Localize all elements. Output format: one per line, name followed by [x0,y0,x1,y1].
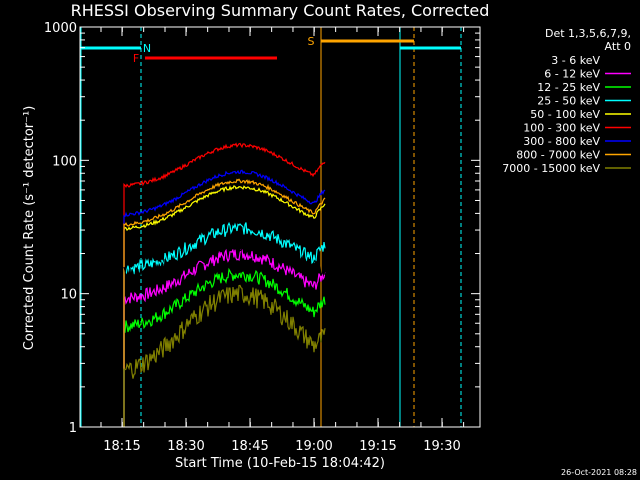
x-tick-label: 19:30 [423,439,460,454]
plot-frame [79,26,481,428]
legend-label: 800 - 7000 keV [516,149,600,162]
plot-area [80,27,462,427]
x-tick-label: 18:30 [167,439,204,454]
y-tick-label: 100 [52,154,77,169]
legend-label: 300 - 800 keV [523,135,600,148]
y-tick-label: 1000 [44,21,77,36]
annotation-group: NF S [133,35,315,65]
series-line [123,178,326,427]
x-tick-label: 18:15 [103,439,140,454]
legend-label: 7000 - 15000 keV [502,162,600,175]
series-line [123,284,326,427]
x-axis-label: Start Time (10-Feb-15 18:04:42) [175,456,385,471]
series-line [123,267,326,427]
series-line [123,169,326,427]
flag-label-f: F [133,52,139,65]
legend-label: 3 - 6 keV [551,54,600,67]
legend-header-detectors: Det 1,3,5,6,7,9, [545,27,631,40]
series-line [123,236,326,283]
legend-header-attenuator: Att 0 [605,40,631,53]
chart-title: RHESSI Observing Summary Count Rates, Co… [71,1,490,20]
legend-label: 6 - 12 keV [544,68,600,81]
axes-group: 1 10 100 1000 18:15 18:30 18:45 19:00 19:15 19:30 [44,21,480,454]
x-tick-label: 18:45 [231,439,268,454]
y-tick-label: 1 [69,421,77,436]
y-tick-label: 10 [60,288,77,303]
x-tick-label: 19:15 [359,439,396,454]
series-line [123,142,326,427]
legend-label: 25 - 50 keV [537,95,600,108]
series-line [123,221,326,427]
series-line [123,248,326,427]
flag-label-n: N [143,42,151,55]
series-group [123,142,326,427]
legend-label: 12 - 25 keV [537,81,600,94]
series-line [123,185,326,427]
flag-label-s: S [308,35,315,48]
y-axis-label: Corrected Count Rate (s⁻¹ detector⁻¹) [22,106,37,351]
x-tick-label: 19:00 [295,439,332,454]
timestamp-label: 26-Oct-2021 08:28 [561,468,637,477]
legend-label: 50 - 100 keV [530,108,600,121]
legend-label: 100 - 300 keV [523,122,600,135]
